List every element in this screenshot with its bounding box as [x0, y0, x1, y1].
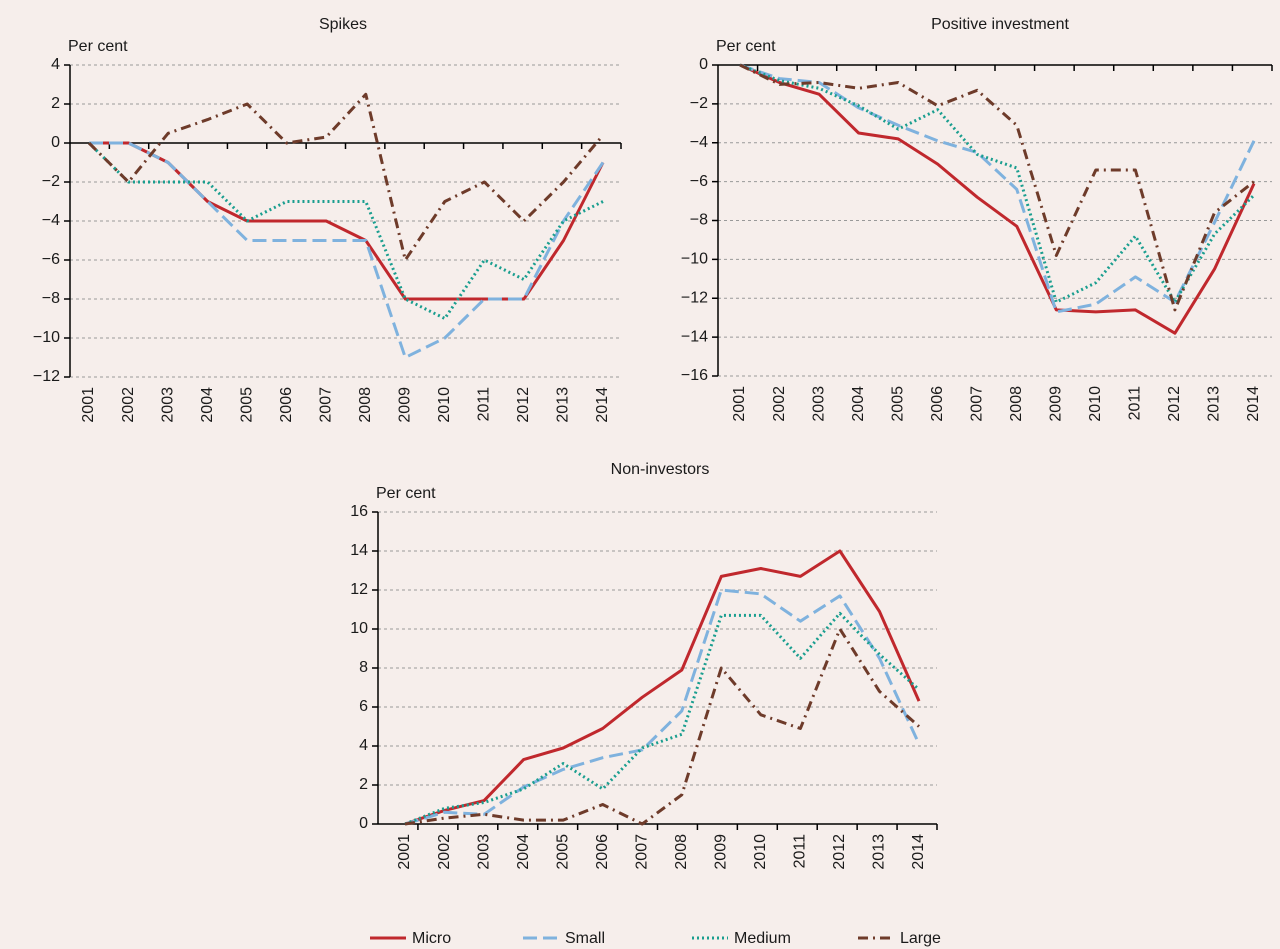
y-tick-label: −10	[33, 329, 60, 346]
x-tick-label: 2005	[554, 834, 571, 870]
x-tick-label: 2009	[1048, 386, 1065, 422]
x-tick-label: 2002	[120, 387, 137, 423]
chart-title: Spikes	[319, 16, 367, 33]
legend-label: Small	[565, 930, 605, 947]
chart-title: Positive investment	[931, 16, 1069, 33]
series-line	[404, 627, 920, 826]
y-tick-label: −4	[42, 212, 60, 229]
y-tick-label: 0	[359, 815, 368, 832]
legend-label: Micro	[412, 930, 451, 947]
x-tick-label: 2002	[771, 386, 788, 422]
y-tick-label: −6	[42, 251, 60, 268]
x-tick-label: 2014	[1245, 386, 1262, 422]
x-tick-label: 2011	[792, 834, 809, 869]
y-axis-label: Per cent	[68, 38, 128, 55]
x-tick-label: 2010	[1087, 386, 1104, 422]
x-tick-label: 2004	[199, 387, 216, 423]
x-tick-label: 2008	[1008, 386, 1025, 422]
series-line	[404, 549, 921, 826]
x-tick-label: 2003	[159, 387, 176, 423]
y-axis-label: Per cent	[376, 485, 436, 502]
x-tick-label: 2010	[436, 387, 453, 423]
x-tick-label: 2014	[594, 387, 611, 423]
x-tick-label: 2003	[475, 834, 492, 870]
y-tick-label: −12	[681, 289, 708, 306]
y-tick-label: −8	[690, 212, 708, 229]
y-tick-label: −2	[42, 173, 60, 190]
x-tick-label: 2013	[1206, 386, 1223, 422]
y-tick-label: −12	[33, 368, 60, 385]
x-tick-label: 2008	[357, 387, 374, 423]
x-tick-label: 2007	[968, 386, 985, 422]
y-tick-label: −16	[681, 367, 708, 384]
x-tick-label: 2009	[713, 834, 730, 870]
x-tick-label: 2011	[476, 387, 493, 422]
y-tick-label: 2	[359, 776, 368, 793]
x-tick-label: 2007	[317, 387, 334, 423]
y-tick-label: −6	[690, 173, 708, 190]
x-tick-label: 2006	[594, 834, 611, 870]
y-tick-label: −2	[690, 95, 708, 112]
x-tick-label: 2008	[673, 834, 690, 870]
x-tick-label: 2011	[1127, 386, 1144, 421]
x-tick-label: 2013	[871, 834, 888, 870]
x-tick-label: 2005	[889, 386, 906, 422]
series-line	[739, 63, 1255, 312]
x-tick-label: 2001	[396, 834, 413, 870]
x-tick-label: 2002	[436, 834, 453, 870]
x-tick-label: 2013	[555, 387, 572, 423]
y-tick-label: 12	[350, 581, 368, 598]
y-tick-label: −4	[690, 134, 708, 151]
series-line	[87, 92, 605, 262]
y-tick-label: 16	[350, 503, 368, 520]
x-tick-label: 2010	[752, 834, 769, 870]
x-tick-label: 2007	[633, 834, 650, 870]
y-axis-label: Per cent	[716, 38, 776, 55]
y-tick-label: −10	[681, 251, 708, 268]
x-tick-label: 2006	[278, 387, 295, 423]
x-tick-label: 2004	[850, 386, 867, 422]
x-tick-label: 2001	[80, 387, 97, 423]
legend-label: Large	[900, 930, 941, 947]
x-tick-label: 2003	[810, 386, 827, 422]
series-line	[739, 63, 1256, 335]
x-tick-label: 2014	[910, 834, 927, 870]
y-tick-label: 6	[359, 698, 368, 715]
y-tick-label: 14	[350, 542, 368, 559]
x-tick-label: 2012	[831, 834, 848, 870]
y-tick-label: 0	[51, 134, 60, 151]
x-tick-label: 2006	[929, 386, 946, 422]
y-tick-label: 8	[359, 659, 368, 676]
y-tick-label: −8	[42, 290, 60, 307]
x-tick-label: 2012	[515, 387, 532, 423]
y-tick-label: 2	[51, 95, 60, 112]
x-tick-label: 2009	[397, 387, 414, 423]
series-line	[404, 611, 920, 826]
y-tick-label: −14	[681, 328, 708, 345]
legend-label: Medium	[734, 930, 791, 947]
x-tick-label: 2001	[731, 386, 748, 422]
series-line	[739, 63, 1256, 304]
chart-title: Non-investors	[611, 461, 710, 478]
series-line	[87, 141, 604, 320]
series-line	[89, 141, 605, 359]
y-tick-label: 10	[350, 620, 368, 637]
y-tick-label: 4	[51, 56, 60, 73]
y-tick-label: 4	[359, 737, 368, 754]
series-line	[739, 63, 1256, 314]
series-line	[404, 588, 921, 826]
x-tick-label: 2012	[1166, 386, 1183, 422]
x-tick-label: 2004	[515, 834, 532, 870]
y-tick-label: 0	[699, 56, 708, 73]
x-tick-label: 2005	[238, 387, 255, 423]
